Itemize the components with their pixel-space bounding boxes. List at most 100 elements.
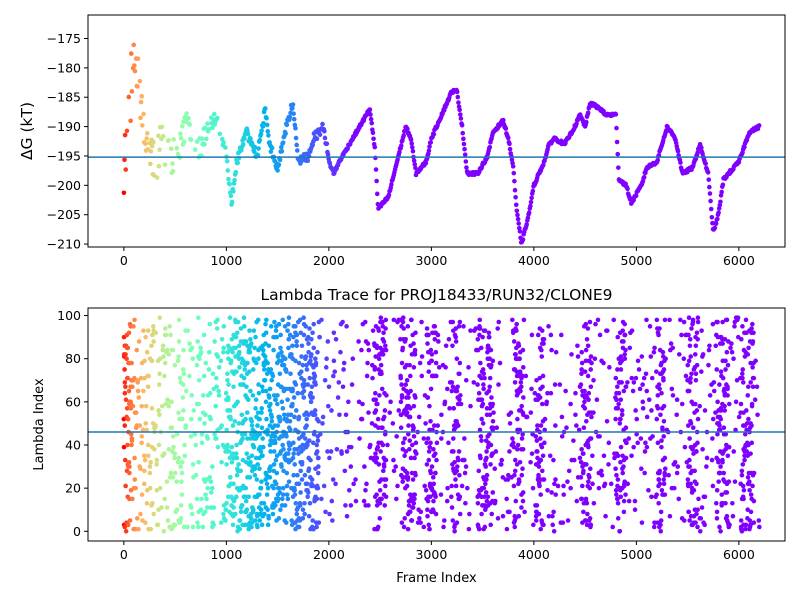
lambda-point (528, 410, 534, 415)
lambda-point (490, 425, 496, 431)
delta-g-point (160, 133, 166, 139)
lambda-point (293, 358, 298, 364)
lambda-point (162, 496, 167, 502)
delta-g-point (455, 94, 461, 100)
delta-g-point (242, 136, 247, 141)
lambda-point (579, 447, 584, 452)
lambda-point (401, 326, 407, 331)
delta-g-point (283, 131, 288, 136)
lambda-point (227, 475, 233, 480)
lambda-point (247, 349, 253, 355)
delta-g-point (184, 111, 189, 116)
lambda-point (160, 343, 166, 349)
lambda-point (231, 481, 236, 487)
lambda-point (711, 380, 717, 385)
lambda-point (667, 317, 672, 323)
lambda-point (123, 528, 129, 534)
lambda-point (357, 436, 362, 441)
lambda-point (426, 457, 432, 463)
lambda-point (373, 354, 378, 359)
lambda-point (165, 518, 171, 523)
delta-g-point (122, 132, 128, 138)
lambda-point (122, 524, 128, 530)
lambda-point (750, 321, 755, 327)
lambda-point (286, 336, 292, 342)
lambda-point (742, 457, 747, 463)
lambda-point (689, 326, 694, 331)
lambda-point (456, 457, 461, 463)
lambda-point (540, 384, 545, 390)
lambda-point (396, 408, 402, 413)
lambda-point (157, 485, 163, 491)
lambda-point (409, 442, 415, 448)
lambda-point (687, 464, 692, 469)
lambda-point (552, 481, 557, 487)
lambda-point (514, 369, 520, 374)
lambda-point (234, 455, 240, 461)
lambda-point (720, 341, 725, 346)
delta-g-point (276, 162, 282, 167)
lambda-point (265, 360, 270, 366)
lambda-point (704, 455, 710, 461)
lambda-point (512, 472, 517, 478)
lambda-point (715, 399, 720, 405)
lambda-point (262, 377, 268, 383)
y-tick-label: −205 (47, 207, 81, 222)
lambda-point (507, 509, 512, 515)
lambda-point (125, 416, 131, 422)
lambda-point (427, 526, 432, 532)
lambda-point (195, 524, 201, 530)
lambda-point (315, 349, 320, 355)
lambda-point (368, 455, 374, 461)
lambda-point (288, 371, 293, 377)
lambda-point (662, 472, 668, 478)
lambda-point (637, 386, 643, 392)
lambda-point (281, 447, 286, 452)
lambda-point (393, 464, 398, 469)
lambda-point (623, 455, 629, 461)
lambda-point (213, 436, 219, 441)
delta-g-point (703, 161, 708, 166)
lambda-point (479, 438, 484, 443)
lambda-point (477, 317, 483, 323)
delta-g-point (203, 136, 209, 142)
lambda-point (154, 462, 159, 467)
lambda-point (551, 528, 557, 534)
lambda-point (465, 485, 470, 491)
lambda-point (149, 343, 154, 349)
lambda-point (615, 367, 620, 372)
lambda-point (529, 386, 534, 392)
lambda-point (245, 436, 250, 441)
lambda-point (656, 382, 662, 387)
delta-g-point (641, 174, 647, 180)
lambda-point (422, 483, 428, 489)
lambda-point (285, 397, 290, 402)
lambda-point (255, 524, 260, 530)
lambda-point (145, 442, 151, 448)
lambda-point (597, 434, 602, 439)
delta-g-point (373, 155, 378, 161)
lambda-point (519, 403, 524, 409)
lambda-point (125, 375, 131, 381)
delta-g-point (633, 193, 639, 199)
lambda-point (122, 457, 128, 463)
lambda-point (133, 485, 138, 491)
lambda-point (198, 345, 203, 351)
delta-g-point (205, 121, 210, 126)
lambda-point (518, 388, 523, 394)
lambda-point (477, 427, 483, 433)
lambda-point (426, 522, 432, 528)
lambda-point (226, 382, 231, 387)
delta-g-point (148, 149, 154, 154)
lambda-point (316, 520, 322, 525)
lambda-point (204, 496, 209, 502)
delta-g-point (426, 148, 432, 154)
lambda-point (520, 373, 525, 379)
lambda-point (754, 384, 760, 390)
lambda-point (280, 492, 286, 497)
lambda-point (644, 414, 650, 420)
lambda-point (413, 472, 418, 478)
lambda-point (655, 440, 661, 446)
lambda-point (273, 328, 279, 333)
lambda-point (183, 388, 189, 394)
